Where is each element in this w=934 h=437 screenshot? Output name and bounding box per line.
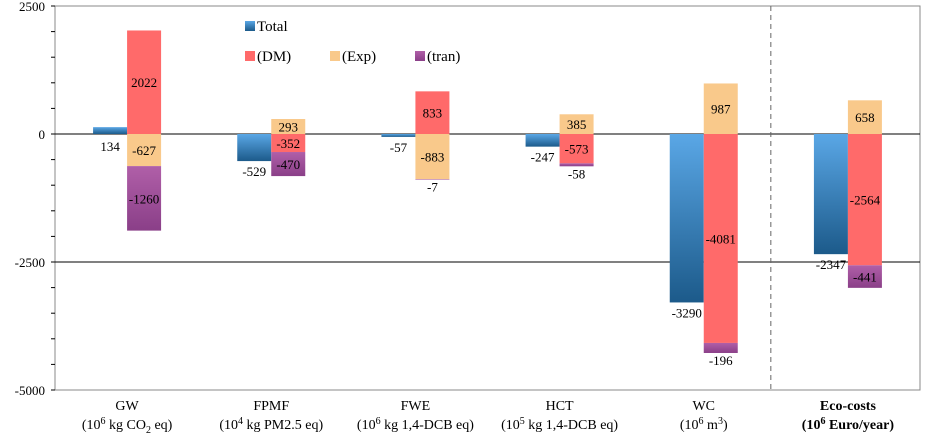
segment-label: 385: [567, 117, 587, 132]
segment-label: -627: [132, 143, 156, 158]
segment-label: -196: [709, 353, 733, 368]
y-tick-label: -5000: [15, 383, 45, 398]
segment-label: -573: [565, 142, 589, 157]
y-tick-label: -2500: [15, 255, 45, 270]
bar-total-fpmf: [237, 134, 272, 162]
bar-exp-eco-costs: [847, 100, 882, 134]
category-name: FPMF: [253, 399, 289, 414]
legend-label-dm: (DM): [257, 49, 291, 65]
bar-total-wc: [669, 134, 704, 303]
bar-total-hct: [525, 134, 560, 147]
segment-label: -470: [276, 157, 300, 172]
segment-label: 658: [855, 110, 875, 125]
bar-tran-fwe: [415, 179, 450, 180]
segment-label: -883: [420, 150, 444, 165]
bar-dm-eco-costs: [847, 134, 882, 266]
category-name: WC: [692, 399, 715, 414]
plot-frame: [54, 5, 921, 391]
segment-label: 2022: [131, 75, 157, 90]
total-label: 134: [100, 139, 120, 154]
segment-label: -4081: [706, 231, 736, 246]
segment-label: -2564: [850, 193, 881, 208]
bar-tran-wc: [703, 342, 738, 353]
category-unit: (105 kg 1,4-DCB eq): [501, 416, 618, 433]
segment-label: 987: [711, 102, 731, 117]
bar-total-eco-costs: [813, 134, 848, 255]
legend-label-total: Total: [257, 19, 288, 35]
total-label: -57: [390, 140, 408, 155]
category-name: HCT: [546, 399, 574, 414]
category-unit: (106 kg 1,4-DCB eq): [357, 416, 474, 433]
category-unit: (106 m3): [680, 416, 728, 433]
bar-dm-wc: [703, 134, 738, 343]
bar-total-fwe: [381, 134, 416, 137]
category-name: GW: [115, 399, 139, 414]
legend-label-tran: (tran): [427, 49, 460, 65]
legend-label-exp: (Exp): [342, 49, 376, 65]
legend-swatch-total: [245, 21, 255, 31]
segment-label: -352: [276, 136, 300, 151]
bar-tran-hct: [559, 163, 594, 167]
bar-exp-gw: [127, 134, 162, 167]
bar-tran-gw: [127, 166, 162, 231]
y-tick-label: 0: [39, 127, 46, 142]
legend-swatch-tran: [415, 51, 425, 61]
y-tick-label: 2500: [19, 0, 45, 14]
category-name: FWE: [401, 399, 431, 414]
bar-tran-eco-costs: [847, 265, 882, 288]
segment-label: -1260: [129, 191, 159, 206]
total-label: -3290: [672, 305, 702, 320]
legend-swatch-dm: [245, 51, 255, 61]
category-unit: (106 Euro/year): [802, 416, 895, 433]
total-label: -2347: [816, 257, 847, 272]
bar-exp-fwe: [415, 134, 450, 180]
bar-exp-fpmf: [271, 118, 306, 134]
segment-label: 833: [423, 106, 443, 121]
legend-swatch-exp: [330, 51, 340, 61]
bar-exp-wc: [703, 83, 738, 134]
category-name: Eco-costs: [820, 399, 877, 414]
segment-label: 293: [279, 119, 299, 134]
total-label: -529: [242, 164, 266, 179]
bar-dm-hct: [559, 134, 594, 164]
total-label: -247: [531, 150, 555, 165]
category-unit: (104 kg PM2.5 eq): [219, 416, 323, 433]
bar-total-gw: [93, 127, 128, 134]
bar-exp-hct: [559, 114, 594, 134]
segment-label: -7: [427, 180, 438, 195]
bar-dm-fwe: [415, 91, 450, 134]
segment-label: -58: [568, 166, 585, 181]
category-unit: (106 kg CO2 eq): [82, 416, 173, 436]
bar-dm-fpmf: [271, 134, 306, 153]
segment-label: -441: [853, 270, 877, 285]
bar-dm-gw: [127, 30, 162, 134]
bar-tran-fpmf: [271, 152, 306, 177]
